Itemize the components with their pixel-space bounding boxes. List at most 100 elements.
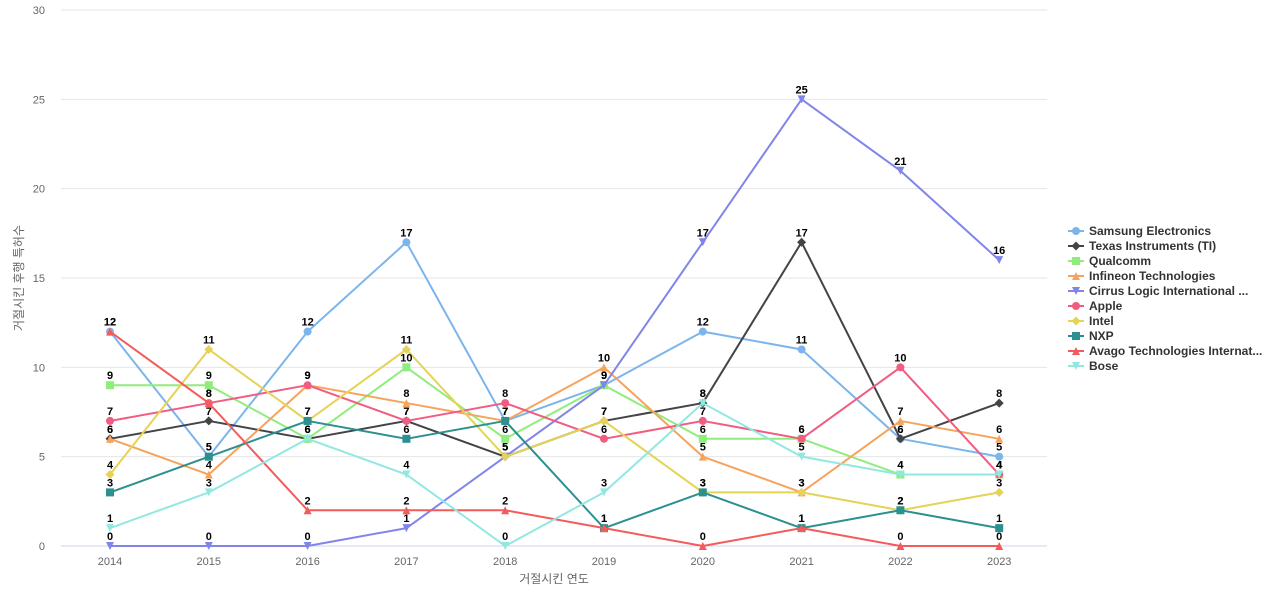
data-point [600, 524, 608, 533]
data-point [600, 434, 608, 443]
legend-item[interactable]: Intel [1068, 314, 1114, 328]
legend-label: NXP [1089, 329, 1114, 343]
data-label: 3 [700, 477, 706, 489]
series-line [109, 241, 1000, 458]
y-tick-label: 5 [39, 452, 45, 464]
data-label: 1 [403, 513, 409, 525]
data-point [896, 470, 905, 479]
legend-item[interactable]: Avago Technologies Internat... [1068, 344, 1262, 358]
data-label: 7 [700, 406, 706, 418]
data-point [106, 381, 114, 390]
data-label: 9 [305, 370, 311, 382]
data-point [698, 452, 707, 461]
legend-item[interactable]: Bose [1068, 359, 1119, 373]
legend-label: Qualcomm [1089, 254, 1151, 268]
data-label: 12 [104, 317, 116, 329]
data-point [204, 344, 214, 354]
legend-label: Texas Instruments (TI) [1089, 239, 1216, 253]
data-label: 9 [601, 370, 607, 382]
data-label: 3 [799, 477, 805, 489]
data-label: 5 [700, 442, 706, 454]
data-point [303, 434, 312, 443]
data-point [995, 524, 1004, 533]
data-label: 0 [305, 531, 311, 543]
data-label: 21 [894, 156, 906, 168]
legend-marker [1071, 316, 1081, 326]
data-point [303, 506, 312, 515]
data-point [896, 166, 905, 175]
legend-label: Avago Technologies Internat... [1089, 344, 1262, 358]
data-label: 6 [897, 424, 903, 436]
legend-label: Apple [1089, 299, 1123, 313]
data-label: 5 [502, 442, 508, 454]
data-label: 7 [305, 406, 311, 418]
legend-item[interactable]: Infineon Technologies [1068, 269, 1216, 283]
data-point [698, 399, 707, 408]
data-point [204, 381, 213, 390]
legend-item[interactable]: Apple [1068, 299, 1123, 313]
data-point [402, 399, 411, 408]
data-label: 4 [996, 460, 1003, 472]
data-point [896, 506, 905, 515]
y-tick-label: 30 [33, 5, 45, 17]
series-1 [105, 237, 1004, 462]
data-label: 0 [897, 531, 903, 543]
legend-item[interactable]: Texas Instruments (TI) [1068, 239, 1216, 253]
data-label: 8 [502, 388, 508, 400]
data-point [995, 542, 1004, 550]
data-label: 6 [107, 424, 113, 436]
data-point [303, 327, 312, 336]
data-point [600, 363, 608, 372]
data-label: 9 [107, 370, 113, 382]
series-line [109, 366, 1000, 476]
data-label: 6 [897, 424, 903, 436]
data-point [797, 345, 806, 354]
data-label: 7 [502, 406, 508, 418]
data-label: 0 [996, 531, 1002, 543]
data-label: 2 [502, 495, 508, 507]
data-label: 10 [400, 352, 412, 364]
data-label: 8 [206, 388, 212, 400]
data-label: 1 [799, 513, 805, 525]
data-point [797, 487, 807, 497]
data-label: 8 [700, 388, 706, 400]
data-point [401, 344, 411, 354]
data-point [402, 524, 411, 533]
data-label: 6 [700, 424, 706, 436]
data-label: 2 [897, 495, 903, 507]
data-label: 5 [206, 442, 212, 454]
legend-item[interactable]: Cirrus Logic International ... [1068, 284, 1248, 298]
x-tick-label: 2015 [197, 556, 221, 568]
x-tick-label: 2022 [888, 556, 912, 568]
data-label: 6 [799, 424, 805, 436]
legend-label: Intel [1089, 314, 1114, 328]
data-point [896, 542, 905, 550]
data-point [402, 470, 411, 479]
data-point [501, 506, 510, 515]
data-point [995, 256, 1004, 265]
data-point [501, 434, 510, 443]
series-4 [106, 95, 1004, 550]
legend-item[interactable]: NXP [1068, 329, 1114, 343]
grid-layer [61, 9, 1047, 547]
data-point [797, 434, 806, 443]
data-point [797, 524, 806, 533]
x-axis-title: 거절시킨 연도 [519, 572, 589, 586]
data-point [600, 381, 608, 390]
data-label: 11 [401, 334, 413, 346]
legend-item[interactable]: Qualcomm [1068, 254, 1151, 268]
data-label: 7 [305, 406, 311, 418]
data-label: 6 [305, 424, 311, 436]
data-label: 25 [795, 84, 807, 96]
data-label: 11 [796, 334, 808, 346]
data-label: 7 [601, 406, 607, 418]
legend-label: Infineon Technologies [1089, 269, 1216, 283]
data-point [501, 399, 510, 408]
x-tick-label: 2018 [493, 556, 517, 568]
data-point [106, 327, 114, 336]
data-label: 7 [502, 406, 508, 418]
data-point [501, 542, 510, 550]
legend-item[interactable]: Samsung Electronics [1068, 224, 1211, 238]
data-label: 7 [403, 406, 409, 418]
